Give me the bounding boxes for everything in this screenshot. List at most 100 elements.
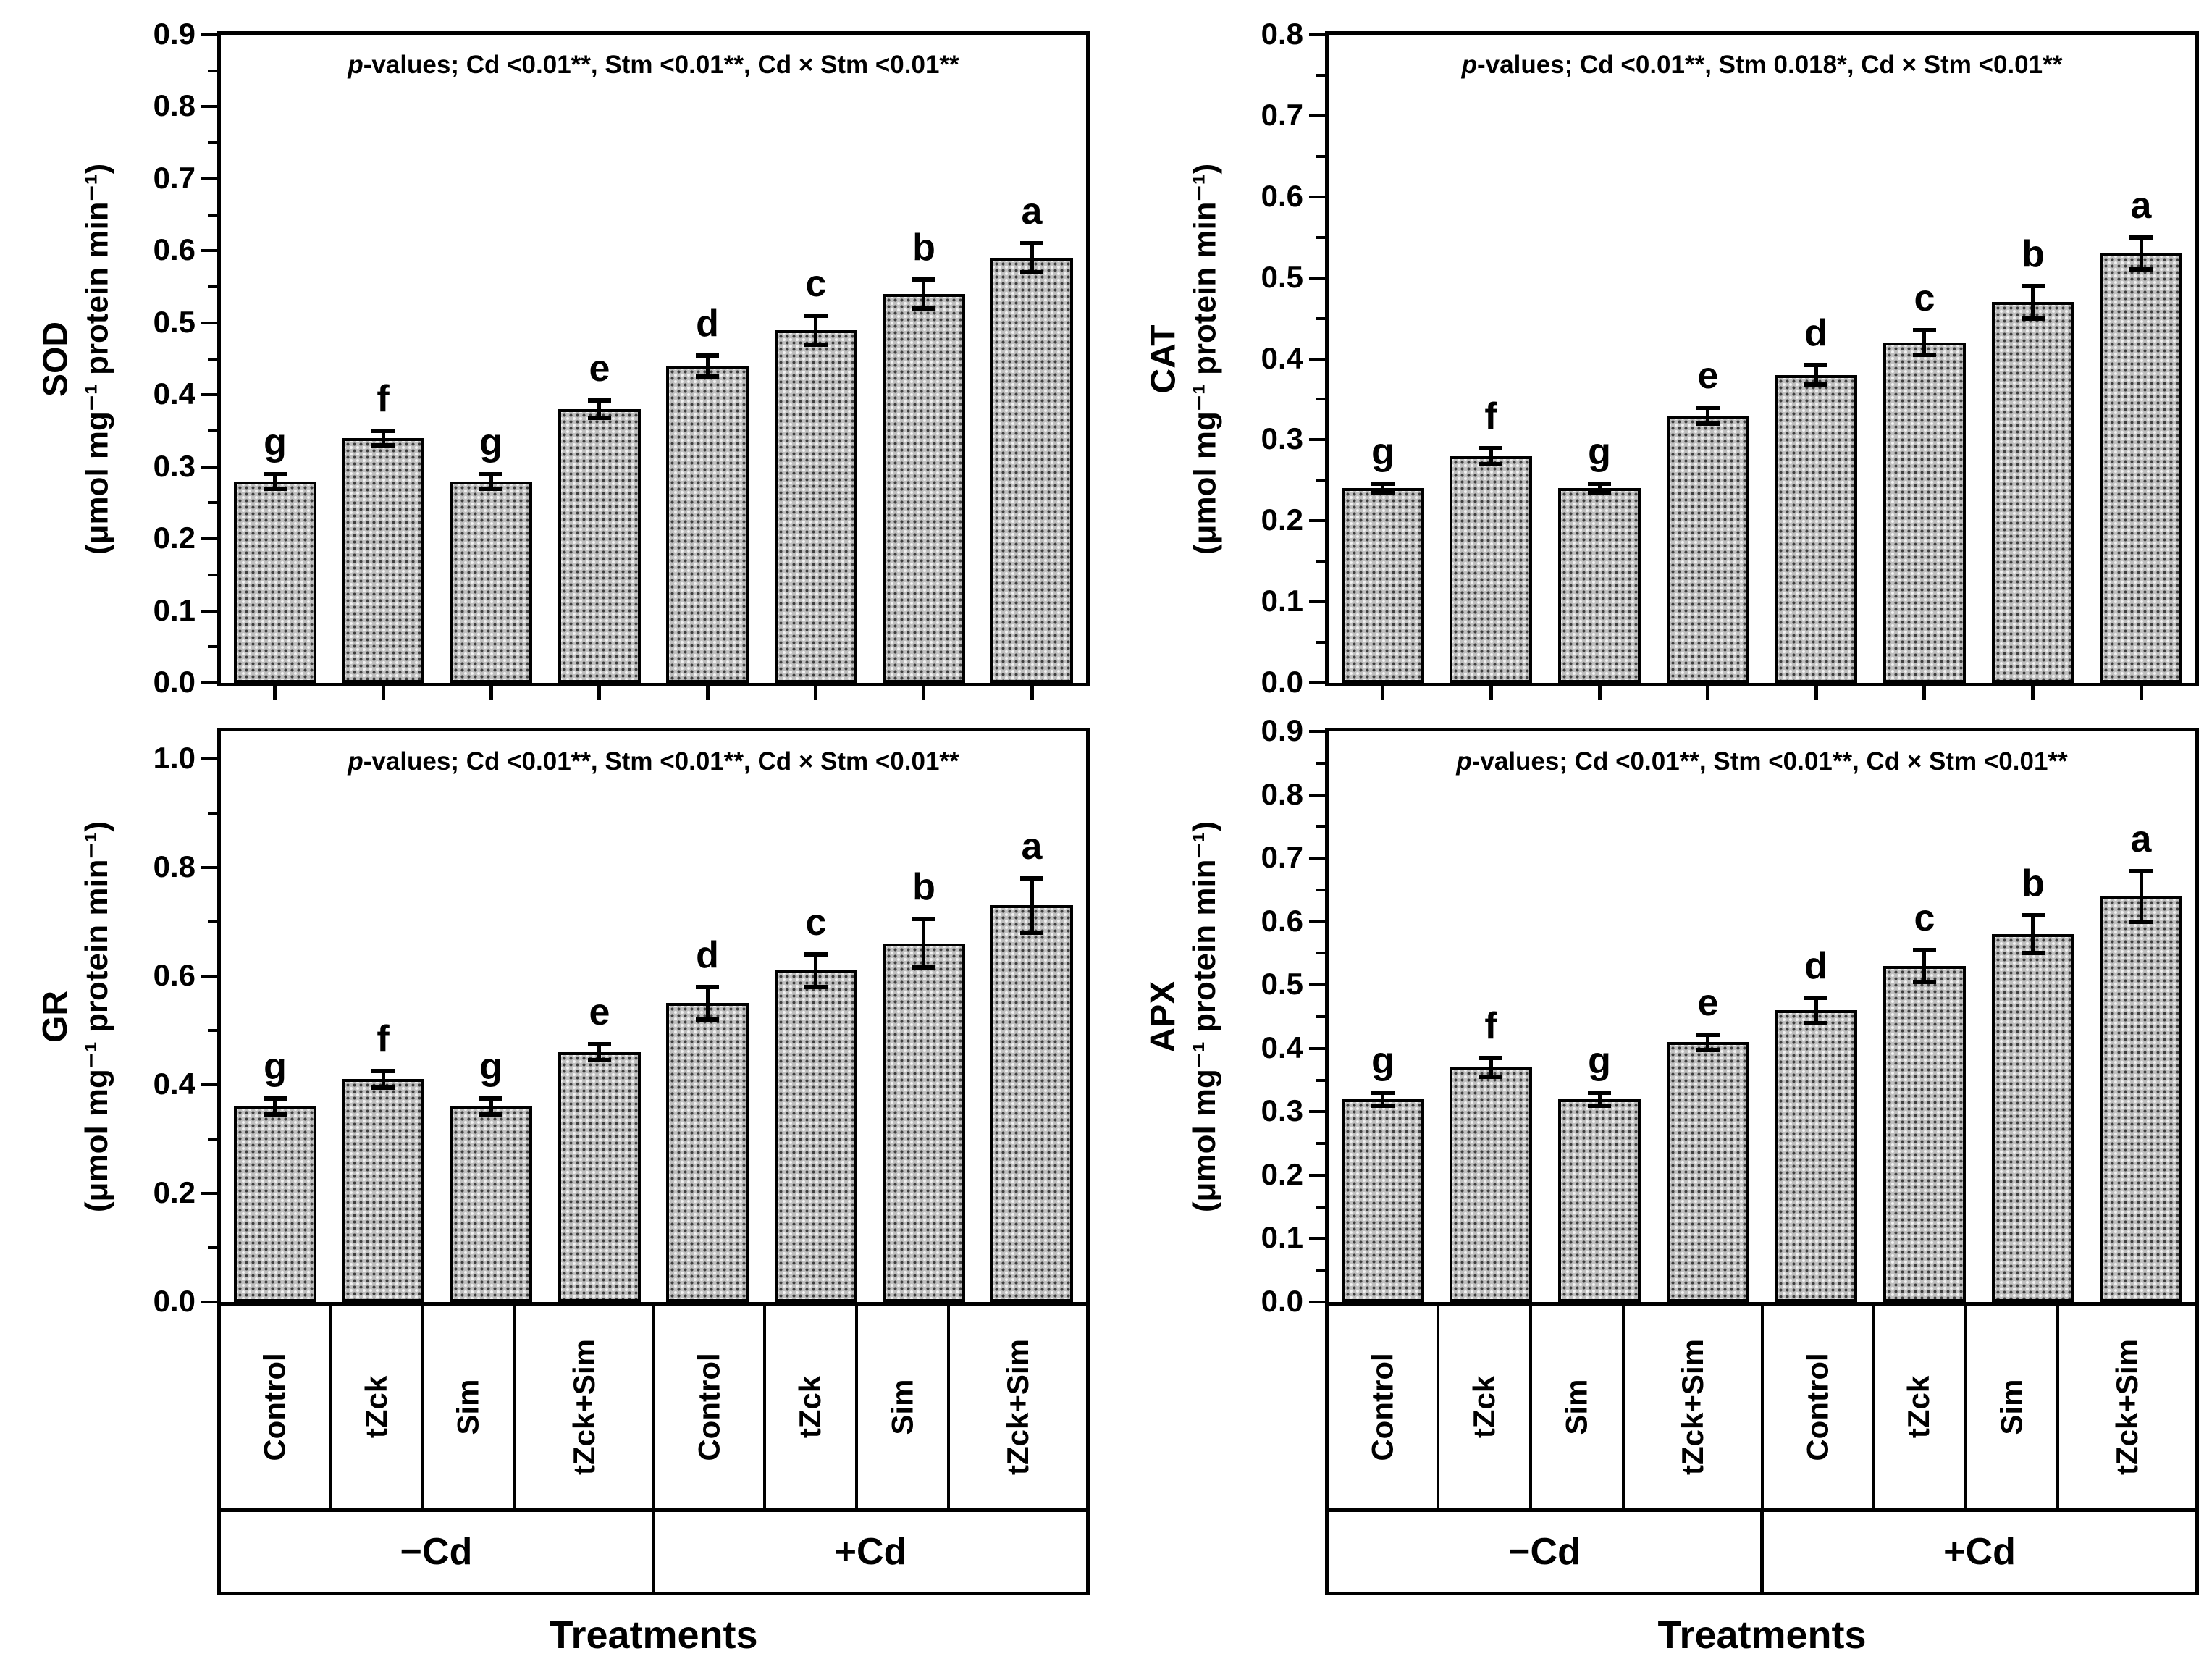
y-axis-tick-label: 0.5	[1261, 967, 1303, 1001]
significance-letter: e	[589, 348, 610, 390]
y-axis-minor-tick	[208, 920, 217, 923]
treatment-label-cell: Sim	[1967, 1306, 2060, 1508]
bar-control-plus-cd	[1775, 1010, 1857, 1302]
panel-gr-plot: p-values; Cd <0.01**, Stm <0.01**, Cd × …	[153, 728, 1090, 1318]
error-bar	[1030, 878, 1034, 933]
y-axis-title-units: (μmol mg⁻¹ protein min⁻¹)	[79, 163, 115, 555]
error-bar-cap	[912, 965, 935, 970]
error-bar-cap	[588, 1058, 611, 1062]
error-bar	[2140, 871, 2143, 922]
treatment-label-cell: Control	[1329, 1306, 1440, 1508]
significance-letter: a	[2130, 185, 2152, 227]
treatment-label: Sim	[1994, 1379, 2029, 1435]
y-axis-minor-tick	[1316, 1078, 1325, 1082]
y-axis-major-tick	[201, 321, 217, 324]
y-axis-minor-tick	[1316, 641, 1325, 644]
significance-letter: g	[1371, 1040, 1395, 1082]
error-bar-cap	[479, 1112, 502, 1117]
error-bar-cap	[1696, 1048, 1720, 1052]
error-bar	[273, 474, 277, 489]
significance-letter: g	[264, 1046, 287, 1088]
bar-control-plus-cd	[1775, 375, 1857, 683]
treatment-label-cell: Control	[655, 1306, 766, 1508]
error-bar-cap	[1479, 1056, 1502, 1060]
y-axis-minor-tick	[208, 811, 217, 815]
y-axis-major-tick	[1309, 33, 1325, 37]
error-bar	[1814, 998, 1818, 1023]
error-bar	[2031, 915, 2035, 954]
y-axis-major-tick	[1309, 793, 1325, 797]
error-bar-cap	[1696, 406, 1720, 410]
error-bar-cap	[479, 1096, 502, 1101]
x-axis-title-left: Treatments	[549, 1613, 758, 1657]
error-bar-cap	[1913, 980, 1936, 984]
bar-tzck-plus-cd	[1883, 966, 1966, 1302]
y-axis-minor-tick	[208, 69, 217, 72]
y-axis-minor-tick	[208, 1137, 217, 1141]
error-bar	[1489, 448, 1493, 464]
treatment-label-cell: tZck	[1439, 1306, 1532, 1508]
y-axis-tick-label: 0.0	[153, 665, 195, 699]
significance-letter: e	[589, 991, 610, 1033]
bar-control-plus-cd	[666, 366, 749, 683]
error-bar-cap	[1913, 948, 1936, 952]
error-bar	[382, 431, 385, 445]
error-bar-cap	[1371, 482, 1395, 486]
y-axis-major-tick	[201, 249, 217, 253]
p-values-annotation: p-values; Cd <0.01**, Stm 0.018*, Cd × S…	[1329, 49, 2195, 81]
error-bar-cap	[1479, 462, 1502, 466]
error-bar-cap	[2129, 869, 2153, 873]
error-bar-cap	[1588, 1104, 1611, 1108]
y-axis-minor-tick	[1316, 761, 1325, 765]
bar-tzck+sim-minus-cd	[558, 1052, 641, 1302]
bar-sim-minus-cd	[450, 482, 532, 683]
treatment-label-cell: tZck+Sim	[516, 1306, 655, 1508]
x-axis-tick	[2031, 686, 2035, 700]
error-bar-cap	[1020, 241, 1043, 245]
error-bar	[1381, 1093, 1384, 1106]
treatment-label: Control	[1365, 1353, 1400, 1461]
error-bar	[1381, 484, 1384, 493]
y-axis-tick-label: 0.7	[153, 160, 195, 195]
error-bar-cap	[2022, 316, 2045, 321]
y-axis-tick-label: 0.1	[153, 592, 195, 627]
bar-sim-plus-cd	[883, 294, 965, 683]
error-bar-cap	[1804, 363, 1827, 367]
cadmium-group-row-left: −Cd +Cd	[217, 1508, 1090, 1595]
bar-sim-plus-cd	[883, 944, 965, 1302]
y-axis-title-units: (μmol mg⁻¹ protein min⁻¹)	[1187, 163, 1223, 555]
y-axis-tick-label: 0.0	[1261, 1284, 1303, 1318]
y-axis-tick-label: 0.9	[1261, 713, 1303, 747]
y-axis-minor-tick	[1316, 952, 1325, 955]
y-axis-major-tick	[1309, 1046, 1325, 1050]
error-bar-cap	[588, 416, 611, 420]
p-values-italic-p: p	[1461, 51, 1478, 79]
y-axis-tick-label: 0.6	[1261, 178, 1303, 213]
treatment-label: tZck+Sim	[566, 1339, 601, 1475]
y-axis-tick-label: 0.6	[153, 232, 195, 267]
y-axis-title-units: (μmol mg⁻¹ protein min⁻¹)	[1187, 820, 1222, 1213]
treatment-label-cell: Sim	[1532, 1306, 1625, 1508]
p-values-italic-p: p	[348, 747, 363, 776]
error-bar-cap	[1371, 491, 1395, 495]
error-bar	[2140, 238, 2143, 270]
error-bar-cap	[1804, 1021, 1827, 1025]
y-axis-tick-label: 0.7	[1261, 97, 1303, 132]
bar-tzck+sim-minus-cd	[1667, 416, 1749, 683]
cadmium-group-label: −Cd	[221, 1512, 655, 1592]
y-axis-minor-tick	[1316, 1269, 1325, 1272]
y-axis-minor-tick	[1316, 560, 1325, 563]
error-bar	[597, 1044, 601, 1061]
y-axis-minor-tick	[1316, 825, 1325, 828]
error-bar-cap	[371, 1085, 395, 1090]
treatment-labels-row-left: Control tZck Sim tZck+Sim Control tZck Sim tZck…	[217, 1306, 1090, 1508]
y-axis-major-tick	[201, 865, 217, 869]
treatment-label-cell: Control	[1764, 1306, 1875, 1508]
error-bar-cap	[804, 314, 828, 318]
bar-tzck+sim-minus-cd	[558, 409, 641, 683]
bar-tzck+sim-minus-cd	[1667, 1042, 1749, 1302]
bar-control-minus-cd	[1342, 488, 1424, 683]
error-bar	[1598, 1093, 1602, 1106]
significance-letter: b	[912, 866, 935, 908]
x-axis-tick	[922, 686, 925, 700]
